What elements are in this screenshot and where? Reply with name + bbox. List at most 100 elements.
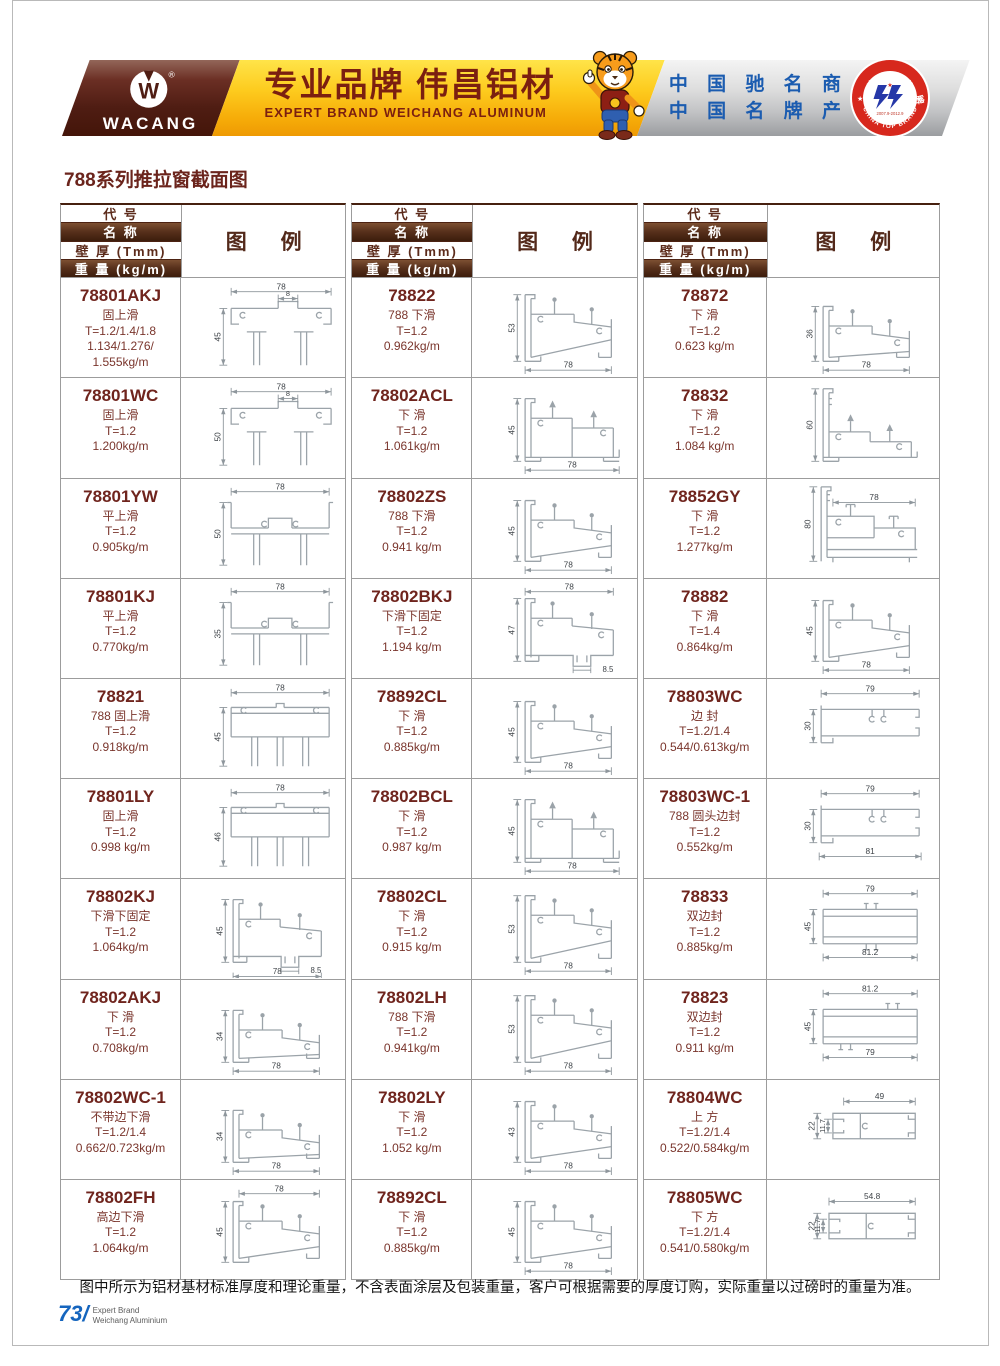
profile-weight: 0.522/0.584kg/m	[659, 1140, 750, 1155]
svg-text:78: 78	[567, 460, 577, 470]
profile-thickness: T=1.2/1.4/1.8	[84, 323, 157, 338]
svg-text:43: 43	[506, 1127, 516, 1137]
table-row: 78801WC 固上滑 T=1.2 1.200kg/m 78 8 50	[61, 377, 346, 478]
svg-text:★: ★	[857, 95, 863, 103]
table-row: 78802BCL 下 滑 T=1.2 0.987 kg/m 45 78	[352, 778, 637, 879]
svg-text:78: 78	[563, 1161, 573, 1171]
profile-code: 78802KJ	[85, 887, 155, 907]
svg-text:78: 78	[272, 1061, 282, 1071]
profile-name: 下 滑	[691, 308, 719, 323]
svg-text:45: 45	[506, 526, 516, 536]
profile-code: 78882	[681, 586, 729, 606]
profile-info: 78802ZS 788 下滑 T=1.2 0.941 kg/m	[352, 478, 473, 578]
profile-cross-section-drawing: 81.2 45 79	[802, 983, 918, 1062]
profile-thickness: T=1.2	[396, 724, 428, 739]
profile-weight: 0.885kg/m	[383, 739, 440, 754]
table-row: 78801KJ 平上滑 T=1.2 0.770kg/m 78 35	[61, 577, 346, 678]
profile-thickness: T=1.2	[104, 924, 137, 939]
profile-name: 固上滑	[102, 308, 139, 323]
profile-weight: 1.084 kg/m	[675, 439, 735, 454]
svg-text:78: 78	[869, 492, 879, 502]
profile-cross-section-drawing: 45 78	[215, 1184, 321, 1264]
profile-cross-section-drawing: 36 78	[804, 305, 910, 374]
svg-text:45: 45	[802, 1022, 812, 1032]
profile-name: 双边封	[686, 1009, 723, 1024]
footer-brand-line1: Expert Brand	[92, 1306, 140, 1315]
profile-diagram: 45 8.5 78	[181, 879, 345, 978]
profile-name: 下 滑	[691, 608, 719, 623]
profile-name: 双边封	[686, 909, 723, 924]
profile-diagram: 79 45 81.2	[767, 879, 939, 978]
profile-cross-section-drawing: 47 78 8.5	[506, 582, 614, 675]
profile-info: 78822 788 下滑 T=1.2 0.962kg/m	[352, 278, 473, 378]
svg-text:34: 34	[215, 1132, 225, 1142]
svg-text:79: 79	[865, 1047, 875, 1057]
profile-table-3: 代 号名 称壁 厚 (Tmm) 重 量 (kg/m) 图 例 78872 下 滑 T=1.…	[642, 203, 940, 1281]
svg-text:80: 80	[802, 519, 812, 529]
svg-text:22: 22	[806, 1121, 816, 1131]
profile-thickness: T=1.2	[396, 1025, 428, 1039]
profile-thickness: T=1.2	[104, 423, 137, 438]
profile-code: 78801LY	[86, 787, 155, 807]
profile-code: 78832	[681, 386, 729, 406]
registered-mark: ®	[168, 69, 175, 79]
footer-note: 图中所示为铝材基材标准厚度和理论重量，不含表面涂层及包装重量，客户可根据需要的厚…	[79, 1280, 921, 1296]
profile-info: 78802FH 高边下滑 T=1.2 1.064kg/m	[61, 1179, 181, 1280]
svg-text:79: 79	[865, 683, 875, 693]
profile-diagram: 78 35	[181, 579, 345, 678]
header-name-label: 名 称	[61, 222, 181, 241]
profile-name: 平上滑	[102, 608, 139, 623]
profile-weight: 1.064kg/m	[92, 940, 149, 955]
profile-name: 下 滑	[106, 1009, 135, 1024]
svg-text:50: 50	[213, 432, 223, 442]
profile-weight: 0.770kg/m	[92, 639, 149, 654]
profile-info: 78892CL 下 滑 T=1.2 0.885kg/m	[352, 678, 473, 779]
profile-thickness: T=1.2	[689, 423, 721, 438]
svg-text:8: 8	[286, 289, 290, 298]
profile-code: 78805WC	[666, 1187, 743, 1207]
profile-name: 下滑下固定	[381, 608, 442, 623]
profile-weight: 0.915 kg/m	[382, 940, 442, 955]
profile-code: 78802CL	[376, 887, 447, 907]
profile-code: 78821	[96, 686, 145, 706]
profile-name: 788 下滑	[388, 1009, 436, 1024]
profile-weight: 0.541/0.580kg/m	[659, 1240, 750, 1255]
profile-diagram: 36 78	[767, 278, 939, 377]
svg-text:78: 78	[276, 682, 286, 692]
profile-diagram: 45 78	[472, 378, 636, 477]
profile-weight: 0.987 kg/m	[382, 840, 442, 855]
profile-weight: 0.662/0.723kg/m	[75, 1140, 166, 1155]
profile-code: 78802BCL	[370, 787, 453, 807]
profile-code: 78801KJ	[85, 586, 155, 606]
svg-text:45: 45	[215, 1227, 225, 1237]
profile-info: 78802BCL 下 滑 T=1.2 0.987 kg/m	[352, 779, 473, 879]
profile-name: 下 滑	[691, 408, 719, 423]
profile-info: 78803WC 边 封 T=1.2/1.4 0.544/0.613kg/m	[644, 678, 767, 779]
profile-info: 78802KJ 下滑下固定 T=1.2 1.064kg/m	[61, 879, 181, 979]
profile-thickness: T=1.2	[104, 1025, 137, 1039]
profile-cross-section-drawing: 45 8.5 78	[215, 898, 322, 978]
table-header: 代 号名 称壁 厚 (Tmm) 重 量 (kg/m) 图 例	[643, 205, 939, 279]
header-weight-label: 重 量 (kg/m)	[352, 258, 473, 278]
profile-code: 78892CL	[376, 686, 447, 706]
profile-table-1: 代 号名 称壁 厚 (Tmm) 重 量 (kg/m) 图 例 78801AKJ 固上滑 T…	[60, 203, 347, 1281]
profile-thickness: T=1.2	[689, 524, 721, 539]
page-border	[12, 0, 989, 1346]
header-code-label: 代 号	[61, 205, 181, 223]
china-top-brand-badge-icon: 中 国 名 牌 CHINA TOP BRAND ★ ★ ★ 2007.9-201…	[850, 58, 930, 138]
table-header-labels: 代 号名 称壁 厚 (Tmm) 重 量 (kg/m)	[352, 205, 474, 278]
table-header-labels: 代 号名 称壁 厚 (Tmm) 重 量 (kg/m)	[643, 205, 768, 278]
profile-name: 788 圆头边封	[669, 809, 741, 824]
svg-text:34: 34	[215, 1031, 225, 1041]
svg-text:60: 60	[804, 420, 814, 430]
svg-text:81.2: 81.2	[862, 983, 879, 993]
svg-text:78: 78	[275, 1184, 285, 1194]
profile-cross-section-drawing: 79 30 81	[802, 783, 922, 861]
svg-text:78: 78	[567, 860, 577, 870]
svg-text:45: 45	[215, 926, 225, 936]
table-row: 78802KJ 下滑下固定 T=1.2 1.064kg/m 45 8.5 78	[61, 878, 346, 979]
profile-diagram: 45 78	[472, 1180, 636, 1279]
profile-cross-section-drawing: 34 78	[215, 1009, 321, 1076]
profile-info: 78892CL 下 滑 T=1.2 0.885kg/m	[352, 1179, 473, 1280]
table-row: 78802WC-1 不带边下滑 T=1.2/1.4 0.662/0.723kg/m 34…	[61, 1078, 346, 1179]
